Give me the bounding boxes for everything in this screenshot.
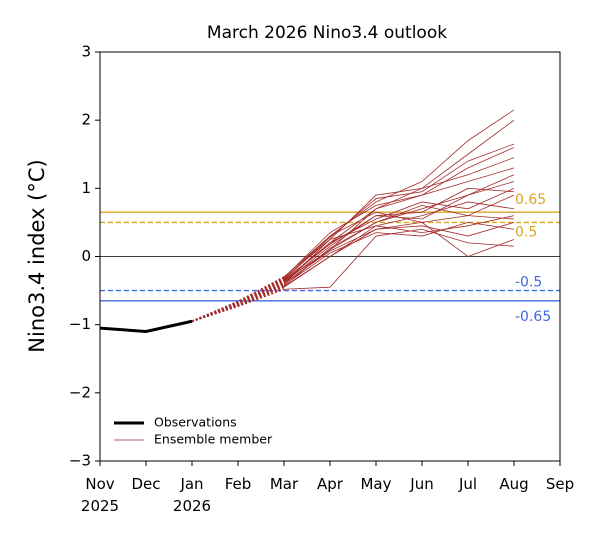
x-tick-label: Jul: [458, 475, 477, 493]
ensemble-member-line: [283, 187, 515, 283]
reference-label: 0.5: [515, 224, 537, 240]
ensemble-member-line: [283, 222, 515, 286]
x-tick-label: Nov 2025: [81, 475, 119, 515]
reference-label: -0.65: [515, 309, 551, 325]
ensemble-member-line: [283, 143, 515, 280]
ensemble-forecast-bridge: [191, 276, 285, 322]
ensemble-member-line: [283, 222, 515, 284]
y-tick-label: 3: [81, 43, 91, 61]
ensemble-member-line: [283, 181, 515, 281]
legend-label: Observations: [154, 415, 237, 430]
x-tick-label: Mar: [270, 475, 299, 493]
y-tick-label: −2: [69, 383, 91, 401]
y-tick-label: −3: [69, 452, 91, 470]
ensemble-member-line: [283, 194, 515, 287]
x-tick-label: Jun: [409, 475, 433, 493]
ensemble-forecast-bridge: [191, 278, 285, 323]
x-tick-label: Dec: [131, 475, 160, 493]
reference-label: -0.5: [515, 275, 542, 291]
x-tick-label: Sep: [546, 475, 574, 493]
x-tick-label: Aug: [499, 475, 528, 493]
ensemble-member-line: [283, 215, 515, 288]
y-tick-label: −1: [69, 315, 91, 333]
legend-label: Ensemble member: [154, 432, 273, 447]
x-tick-label: Jan 2026: [173, 475, 211, 515]
ensemble-member-line: [283, 228, 515, 290]
ensemble-forecast-bridge: [191, 278, 285, 323]
ensemble-member-line: [283, 201, 515, 287]
ensemble-member-line: [283, 157, 515, 279]
ensemble-forecast-bridge: [191, 277, 285, 322]
y-tick-label: 2: [81, 111, 91, 129]
y-tick-label: 1: [81, 179, 91, 197]
chart-title: March 2026 Nino3.4 outlook: [207, 23, 447, 43]
reference-label: 0.65: [515, 192, 546, 208]
observation-line: [99, 319, 193, 333]
ensemble-member-line: [283, 167, 515, 278]
ensemble-member-line: [283, 187, 515, 283]
x-tick-label: May: [360, 475, 391, 493]
x-tick-label: Feb: [225, 475, 252, 493]
ensemble-member-line: [283, 215, 515, 285]
y-tick-label: 0: [81, 247, 91, 265]
x-tick-label: Apr: [317, 475, 344, 493]
y-axis-label: Nino3.4 index (°C): [25, 159, 49, 352]
ensemble-forecast-bridge: [191, 276, 285, 322]
